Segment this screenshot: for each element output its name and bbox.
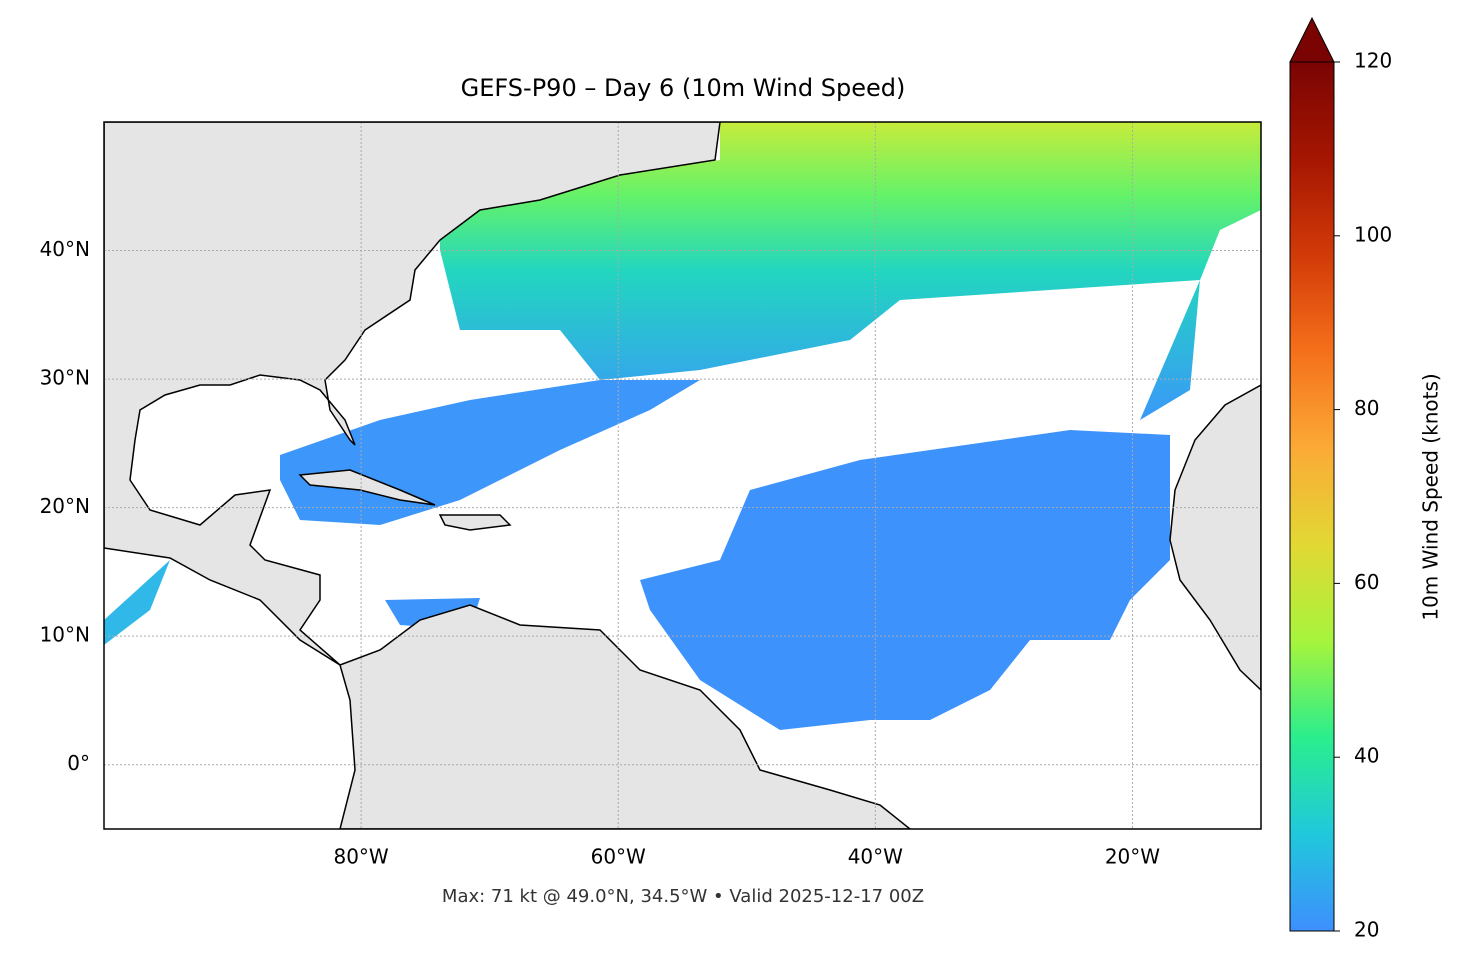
y-tick-label: 30°N: [40, 366, 90, 390]
x-tick-label: 60°W: [591, 845, 646, 869]
map-title: GEFS-P90 – Day 6 (10m Wind Speed): [461, 74, 906, 102]
x-tick-label: 80°W: [333, 845, 388, 869]
colorbar-label: 10m Wind Speed (knots): [1419, 373, 1443, 620]
footer-note: Max: 71 kt @ 49.0°N, 34.5°W • Valid 2025…: [442, 886, 924, 907]
land: [438, 514, 512, 531]
land: [104, 122, 912, 829]
colorbar-tick-label: 20: [1354, 918, 1379, 942]
colorbar: [1289, 61, 1335, 932]
map-area: [104, 122, 1261, 829]
colorbar-tick-label: 40: [1354, 744, 1379, 768]
x-tick-label: 20°W: [1105, 845, 1160, 869]
y-tick-label: 10°N: [40, 623, 90, 647]
land: [298, 469, 436, 506]
y-tick-label: 40°N: [40, 237, 90, 261]
y-tick-label: 0°: [67, 751, 90, 775]
land: [1169, 384, 1261, 692]
map-frame: [103, 121, 1262, 830]
colorbar-tick-label: 60: [1354, 570, 1379, 594]
wind-field: [104, 560, 170, 645]
y-tick-label: 20°N: [40, 494, 90, 518]
colorbar-tick-label: 120: [1354, 49, 1392, 73]
colorbar-tick-label: 100: [1354, 222, 1392, 246]
colorbar-tick-label: 80: [1354, 396, 1379, 420]
colorbar-extend: [1289, 16, 1335, 63]
wind-field: [440, 122, 1261, 420]
wind-field: [640, 430, 1170, 730]
x-tick-label: 40°W: [848, 845, 903, 869]
